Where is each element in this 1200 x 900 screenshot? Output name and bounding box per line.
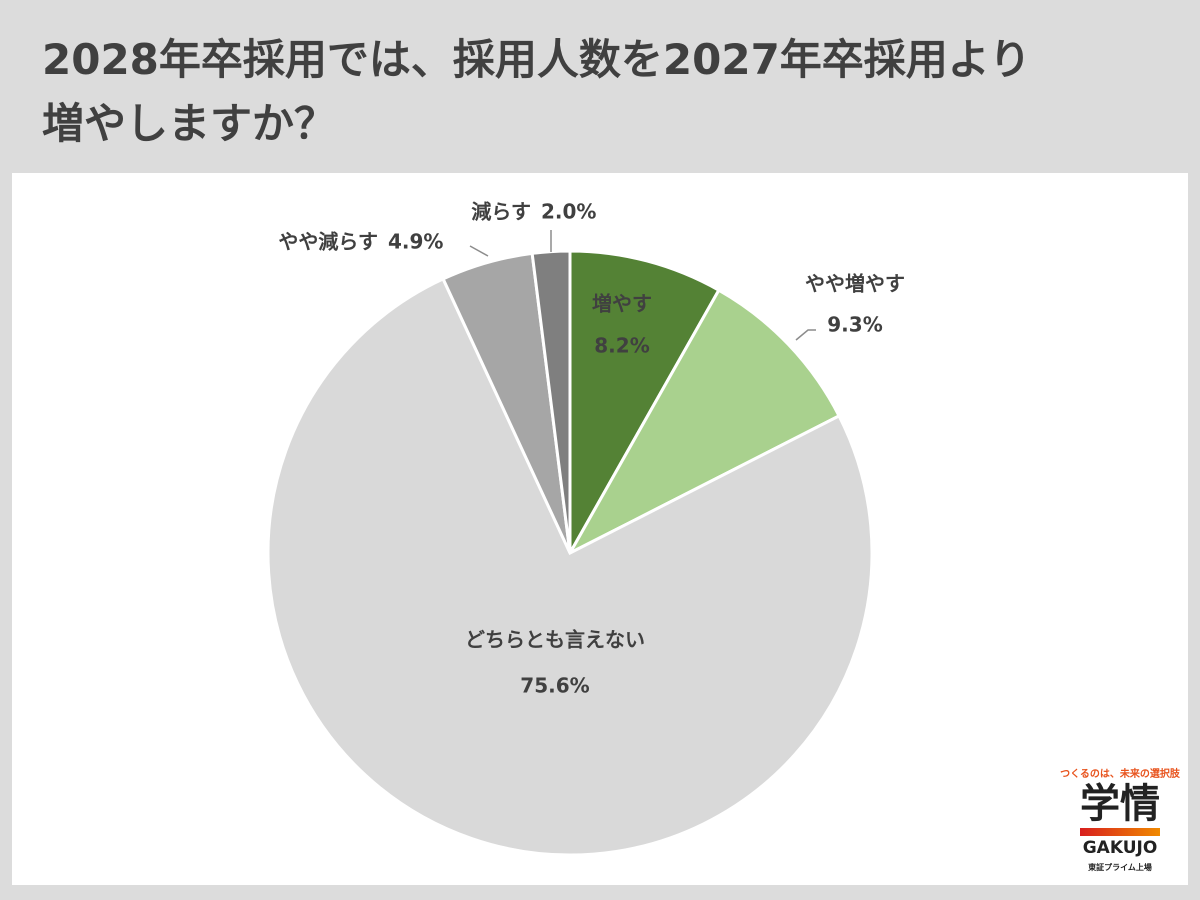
slice-label: 減らす <box>471 200 531 224</box>
pie-slice <box>568 249 721 559</box>
leader-lines <box>469 230 816 341</box>
value-label: 8.2% <box>594 334 649 358</box>
chart-title: 2028年卒採用では、採用人数を2027年卒採用より増やしますか？ <box>42 35 1031 148</box>
slice-label: やや減らす <box>278 230 378 254</box>
pie-slice <box>266 276 874 857</box>
logo-name: 学情 <box>1080 781 1160 827</box>
value-label: 2.0% <box>541 200 596 224</box>
slice-label: どちらとも言えない <box>465 628 645 652</box>
logo-bar <box>1080 828 1160 836</box>
slice-label: やや増やす <box>805 272 905 296</box>
value-label: 75.6% <box>520 674 589 698</box>
logo-tagline: つくるのは、未来の選択肢 <box>1060 769 1180 780</box>
pie-slice <box>566 288 842 557</box>
slice-label: 増やす <box>592 292 652 316</box>
logo-roman: GAKUJO <box>1082 838 1158 858</box>
logo-note: 東証プライム上場 <box>1088 863 1152 872</box>
value-label: 4.9% <box>388 230 443 254</box>
value-label: 9.3% <box>827 313 882 337</box>
